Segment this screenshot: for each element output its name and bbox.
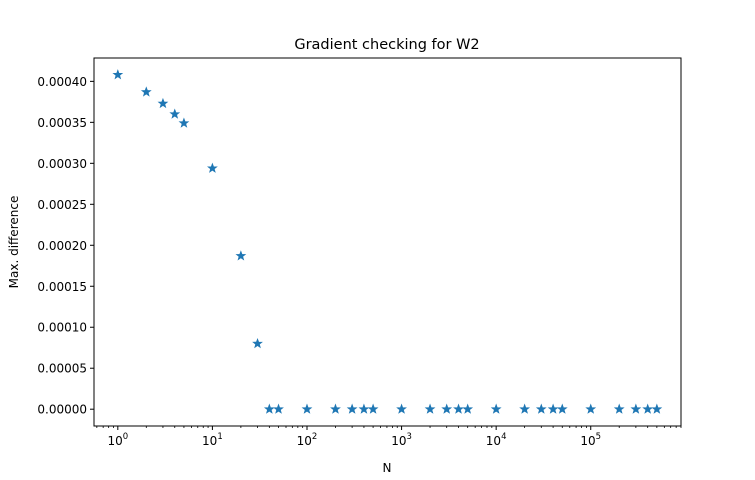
data-point-star [556, 403, 568, 414]
data-point-star [651, 403, 663, 414]
data-point-star [642, 403, 654, 414]
y-axis-ticks: 0.00000 0.00005 0.00010 0.00015 0.00020 0.000… [37, 75, 94, 417]
data-point-star [535, 403, 547, 414]
x-tick-label: 100 [107, 432, 128, 448]
y-tick-label: 0.00035 [37, 116, 87, 130]
y-tick-label: 0.00020 [37, 239, 87, 253]
data-point-star [547, 403, 559, 414]
data-point-star [178, 117, 190, 128]
chart-title: Gradient checking for W2 [294, 37, 479, 53]
data-point-star [169, 108, 181, 119]
y-tick-label: 0.00000 [37, 403, 87, 417]
data-point-star [358, 403, 370, 414]
data-point-star [519, 403, 531, 414]
x-axis-ticks: 100 101 102 103 104 105 [96, 426, 682, 448]
data-point-star [346, 403, 358, 414]
data-points [112, 69, 663, 414]
y-tick-label: 0.00030 [37, 157, 87, 171]
data-point-star [330, 403, 341, 414]
x-tick-label: 105 [580, 432, 601, 448]
data-point-star [252, 337, 263, 349]
data-point-star [301, 403, 313, 414]
x-tick-label: 101 [202, 432, 223, 448]
data-point-star [263, 403, 275, 414]
x-tick-label: 103 [391, 432, 412, 448]
data-point-star [630, 403, 642, 414]
y-tick-label: 0.00040 [37, 75, 87, 89]
data-point-star [453, 403, 464, 414]
data-point-star [441, 403, 453, 414]
data-point-star [585, 403, 597, 414]
x-axis-label: N [383, 461, 392, 475]
data-point-star [140, 86, 152, 97]
y-tick-label: 0.00025 [37, 198, 87, 212]
data-point-star [157, 97, 169, 109]
data-point-star [613, 403, 625, 414]
data-point-star [112, 69, 124, 80]
data-point-star [273, 403, 284, 414]
y-axis-label: Max. difference [7, 196, 21, 289]
data-point-star [396, 403, 407, 414]
y-tick-label: 0.00005 [37, 362, 87, 376]
data-point-star [424, 403, 436, 414]
y-tick-label: 0.00015 [37, 280, 87, 294]
data-point-star [235, 250, 247, 261]
data-point-star [207, 162, 218, 173]
x-tick-label: 104 [486, 432, 507, 448]
x-tick-label: 102 [297, 432, 318, 448]
plot-area-frame [93, 57, 682, 427]
y-tick-label: 0.00010 [37, 321, 87, 335]
data-point-star [367, 403, 379, 414]
data-point-star [490, 403, 502, 414]
data-point-star [462, 403, 474, 414]
